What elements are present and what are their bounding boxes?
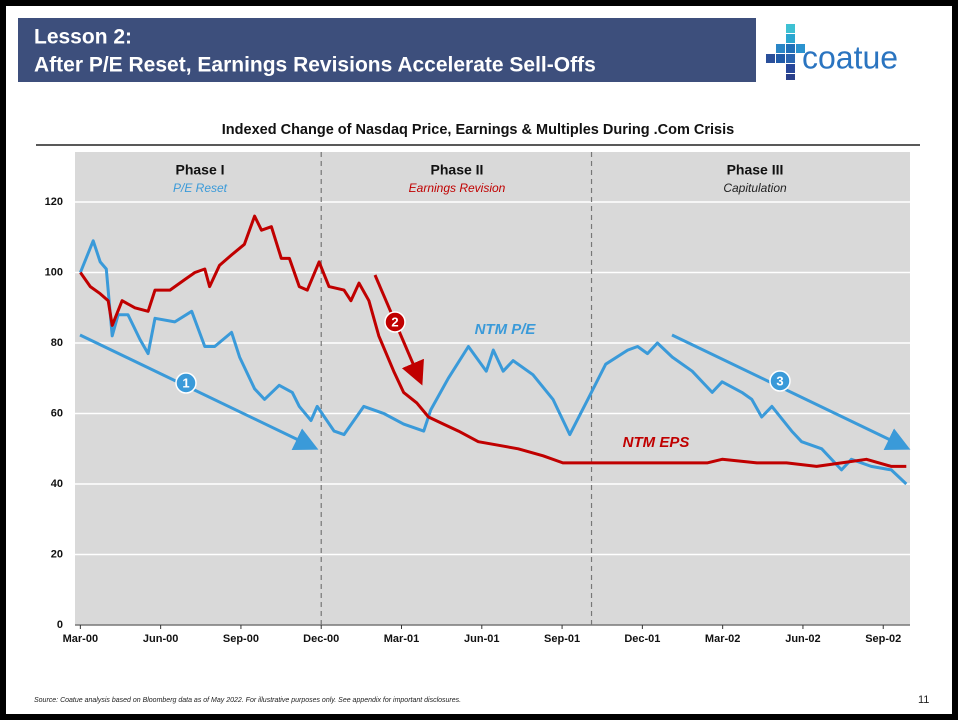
x-tick-label: Sep-01 — [544, 633, 580, 645]
header-title: After P/E Reset, Earnings Revisions Acce… — [34, 54, 596, 77]
x-tick-label: Sep-02 — [865, 633, 901, 645]
phase-subtitle: P/E Reset — [173, 181, 228, 195]
x-tick-label: Jun-00 — [143, 633, 178, 645]
phase-title: Phase II — [431, 162, 484, 178]
phase-subtitle: Earnings Revision — [409, 181, 506, 195]
header-bar — [18, 18, 756, 82]
logo-icon — [766, 24, 805, 80]
x-tick-label: Dec-01 — [624, 633, 660, 645]
annotation-badge — [384, 311, 406, 333]
y-tick-label: 80 — [51, 337, 63, 349]
header-title: Lesson 2: — [34, 26, 132, 49]
annotation-number: 3 — [776, 373, 783, 388]
annotation-number: 1 — [182, 375, 189, 390]
x-tick-label: Mar-02 — [705, 633, 740, 645]
x-tick-label: Mar-00 — [63, 633, 98, 645]
y-tick-label: 120 — [45, 196, 63, 208]
series-label: NTM P/E — [475, 321, 537, 338]
phase-title: Phase I — [175, 162, 224, 178]
annotation-arrow — [79, 333, 319, 451]
annotation-number: 2 — [391, 314, 398, 329]
page-number: 11 — [918, 694, 929, 706]
annotation-badge — [769, 370, 791, 392]
annotation-arrow — [671, 333, 911, 451]
series-label: NTM EPS — [623, 434, 690, 451]
y-tick-label: 60 — [51, 407, 63, 419]
x-tick-label: Dec-00 — [303, 633, 339, 645]
x-tick-label: Jun-02 — [785, 633, 820, 645]
x-tick-label: Jun-01 — [464, 633, 499, 645]
plot-bg — [75, 152, 910, 625]
series-line — [79, 239, 908, 486]
logo-text: coatue — [802, 39, 898, 75]
x-tick-label: Sep-00 — [223, 633, 259, 645]
series-line — [79, 214, 907, 468]
chart-title: Indexed Change of Nasdaq Price, Earnings… — [222, 122, 734, 138]
x-tick-label: Mar-01 — [384, 633, 419, 645]
phase-subtitle: Capitulation — [723, 181, 787, 195]
footnote: Source: Coatue analysis based on Bloombe… — [34, 697, 461, 704]
annotation-badge — [175, 372, 197, 394]
y-tick-label: 40 — [51, 478, 63, 490]
phase-title: Phase III — [727, 162, 784, 178]
y-tick-label: 0 — [57, 619, 63, 631]
y-tick-label: 20 — [51, 548, 63, 560]
y-tick-label: 100 — [45, 266, 63, 278]
